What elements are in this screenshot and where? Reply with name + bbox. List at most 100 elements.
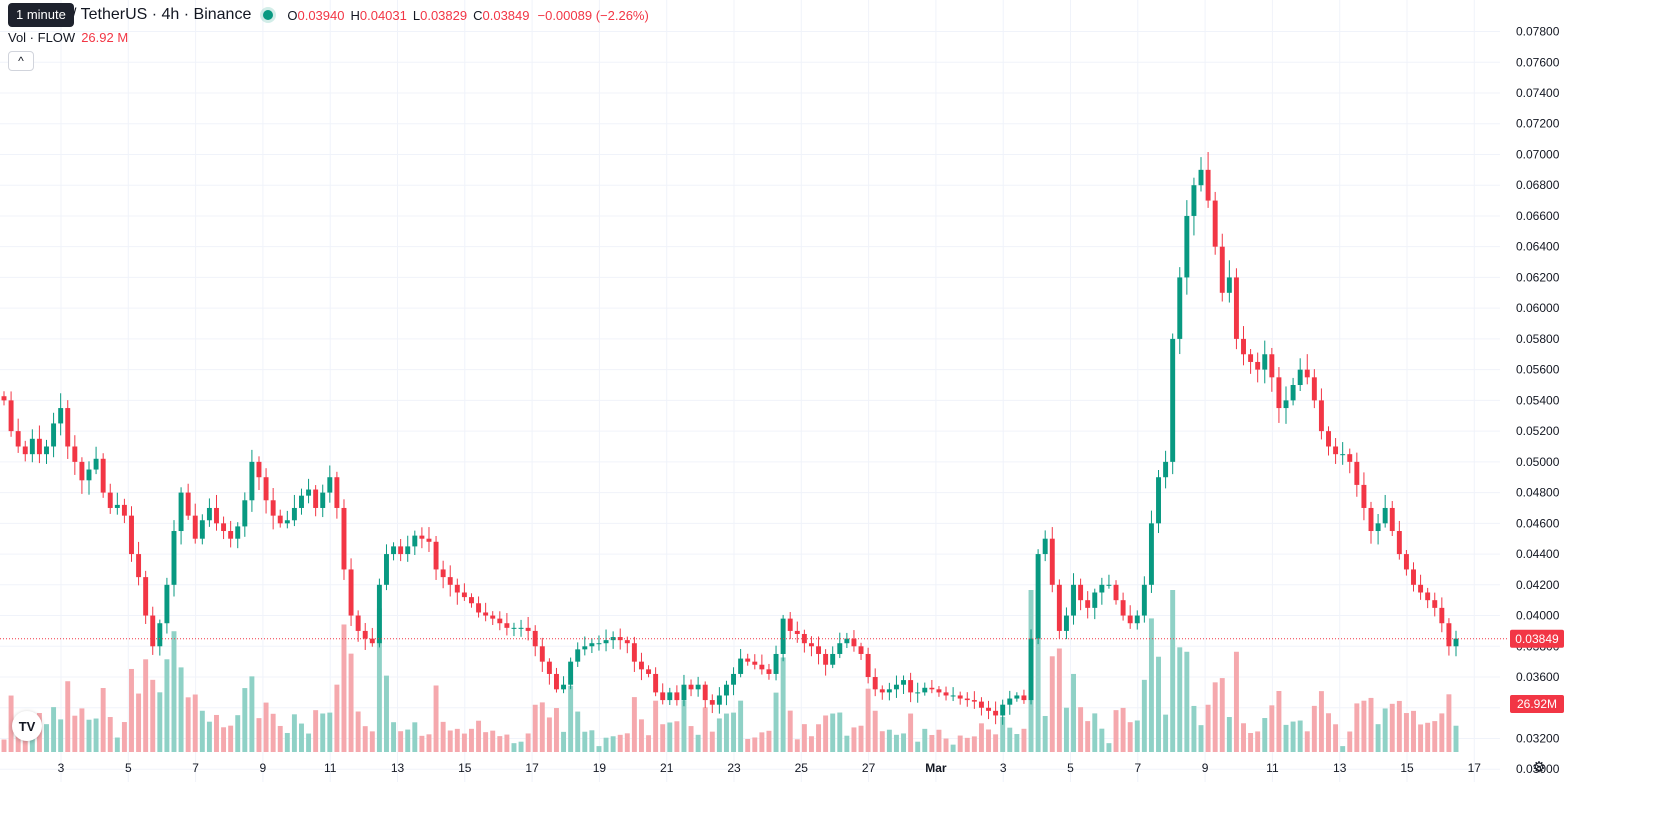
candle: [1163, 450, 1169, 489]
candle-body: [1304, 369, 1310, 378]
candle: [929, 679, 935, 694]
candle-body: [469, 597, 474, 604]
candle-body: [129, 515, 134, 555]
volume-bar: [362, 726, 368, 752]
price-tick-label: 0.05400: [1516, 393, 1560, 407]
volume-bar: [327, 712, 333, 752]
volume-bar: [1163, 714, 1169, 752]
candle-body: [568, 661, 574, 685]
candle: [1439, 597, 1445, 633]
candle: [235, 522, 241, 549]
candle-body: [922, 687, 928, 693]
candle: [1297, 358, 1303, 392]
volume-bar: [964, 737, 970, 752]
candle-body: [36, 438, 42, 455]
candle-body: [1184, 215, 1190, 278]
candle: [320, 484, 326, 518]
volume-bar: [1042, 715, 1048, 752]
candle: [313, 485, 319, 517]
chevron-up-icon: ^: [18, 54, 24, 68]
volume-bar: [1304, 731, 1310, 752]
last-price-markers: 0.03849 26.92M: [0, 629, 1564, 713]
volume-bar: [1099, 728, 1105, 752]
candle: [525, 616, 531, 641]
volume-bar: [86, 719, 92, 752]
candle: [334, 471, 340, 519]
price-tick-label: 0.06800: [1516, 178, 1560, 192]
volume-bar: [950, 744, 956, 752]
volume-bar: [58, 719, 64, 752]
candle-body: [1439, 607, 1445, 624]
volume-bar: [1439, 713, 1445, 752]
candle-body: [1177, 277, 1183, 339]
candle-body: [348, 569, 354, 616]
candle: [1340, 442, 1346, 465]
volume-bar: [624, 733, 630, 752]
volume-bar: [773, 692, 779, 752]
candle: [185, 483, 191, 520]
candle-body: [674, 692, 680, 701]
candle-body: [334, 477, 340, 508]
candle-body: [86, 469, 92, 481]
volume-bar: [837, 712, 843, 752]
volume-bar: [199, 710, 205, 752]
gear-icon[interactable]: ⚙: [1532, 759, 1546, 776]
candle-body: [277, 515, 283, 524]
candle: [1368, 501, 1374, 544]
candle-body: [320, 492, 326, 508]
candle: [171, 520, 177, 597]
candle: [157, 619, 163, 656]
candle: [830, 646, 836, 669]
candle-body: [943, 692, 949, 696]
volume-bar: [787, 710, 793, 752]
candle-body: [957, 695, 963, 699]
candle-body: [51, 423, 57, 447]
candle-body: [695, 684, 701, 690]
candle-body: [1113, 584, 1119, 601]
price-tick-label: 0.05200: [1516, 424, 1560, 438]
candle-body: [362, 630, 368, 639]
volume-bar: [922, 728, 928, 752]
candle: [532, 625, 538, 657]
candle: [851, 630, 857, 652]
candle-body: [1205, 169, 1211, 201]
candle-body: [808, 643, 814, 647]
candle-body: [1099, 584, 1105, 593]
volume-bar: [384, 675, 389, 752]
candle: [886, 682, 892, 701]
time-tick-label: 15: [458, 761, 472, 775]
candle: [773, 645, 779, 681]
candle-body: [589, 643, 595, 647]
volume-bar: [1085, 721, 1091, 752]
volume-bar: [723, 713, 729, 752]
candle: [879, 685, 885, 700]
volume-bar: [1326, 713, 1331, 752]
candle: [511, 622, 517, 637]
candle-body: [1198, 169, 1204, 186]
volume-bar: [660, 724, 666, 752]
candle-body: [1418, 584, 1424, 593]
volume-bar: [1453, 725, 1459, 752]
tradingview-logo-icon[interactable]: TV: [12, 711, 42, 741]
volume-bar: [1318, 691, 1324, 752]
candle-body: [1283, 400, 1289, 409]
volume-legend[interactable]: Vol · FLOW 26.92 M: [8, 30, 128, 45]
candle: [51, 412, 57, 458]
candle: [1233, 268, 1239, 350]
market-status-icon: [263, 10, 274, 20]
candle-body: [419, 535, 425, 539]
candle-body: [688, 684, 694, 690]
candle: [15, 418, 21, 453]
candle: [915, 682, 921, 703]
volume-bar: [440, 721, 446, 752]
collapse-legend-button[interactable]: ^: [8, 51, 34, 71]
symbol-title[interactable]: / TetherUS · 4h · Binance: [72, 6, 252, 23]
volume-bar: [915, 741, 921, 752]
candle-body: [1382, 507, 1388, 524]
candle-body: [256, 461, 262, 478]
candle-body: [263, 477, 269, 501]
candle-body: [433, 541, 439, 570]
volume-bar: [150, 679, 156, 752]
volume-bar: [454, 728, 460, 752]
